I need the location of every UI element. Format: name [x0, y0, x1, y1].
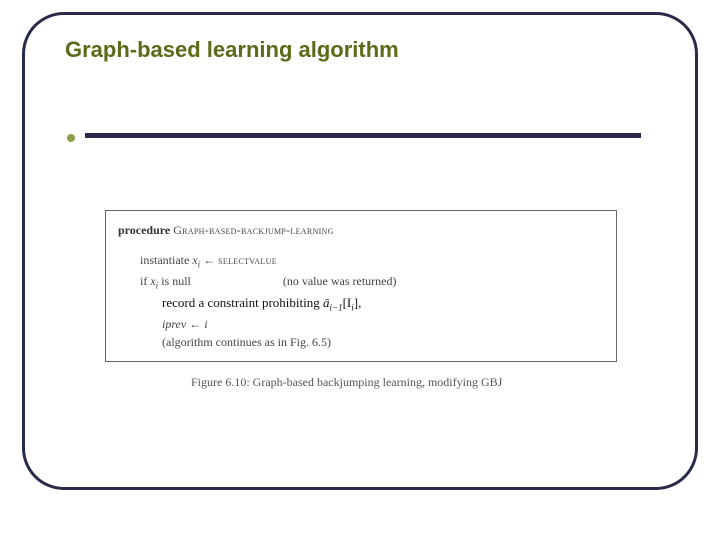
comment: (no value was returned)	[283, 274, 397, 288]
text: [I	[343, 295, 352, 310]
procedure-name: Graph-based-backjump-learning	[173, 223, 333, 237]
text: iprev ← i	[162, 317, 208, 331]
algo-line-4: iprev ← i	[162, 315, 604, 333]
text: record a constraint prohibiting	[162, 295, 323, 310]
procedure-keyword: procedure	[118, 223, 170, 237]
bullet-dot	[67, 134, 75, 142]
algorithm-box: procedure Graph-based-backjump-learning …	[105, 210, 617, 362]
text: instantiate	[140, 253, 192, 267]
algo-line-2: if xi is null (no value was returned)	[140, 272, 604, 293]
divider-line	[85, 133, 641, 138]
text: (algorithm continues as in Fig. 6.5)	[162, 335, 331, 349]
procedure-line: procedure Graph-based-backjump-learning	[118, 221, 604, 239]
arrow: ←	[200, 253, 218, 267]
var-xi-2: xi	[150, 274, 158, 288]
text: if	[140, 274, 150, 288]
var-a: āi−1	[323, 295, 343, 310]
slide-title: Graph-based learning algorithm	[65, 37, 399, 63]
text: ],	[354, 295, 362, 310]
text: is null	[158, 274, 191, 288]
slide-frame: Graph-based learning algorithm procedure…	[22, 12, 698, 490]
var-xi: xi	[192, 253, 200, 267]
algo-line-5: (algorithm continues as in Fig. 6.5)	[162, 333, 604, 351]
algo-line-3: record a constraint prohibiting āi−1[Ii]…	[162, 293, 604, 315]
algo-line-1: instantiate xi ← selectvalue	[140, 251, 604, 272]
figure-caption: Figure 6.10: Graph-based backjumping lea…	[191, 375, 502, 390]
selectvalue-call: selectvalue	[218, 253, 277, 267]
sub-im1: i−1	[330, 302, 343, 312]
